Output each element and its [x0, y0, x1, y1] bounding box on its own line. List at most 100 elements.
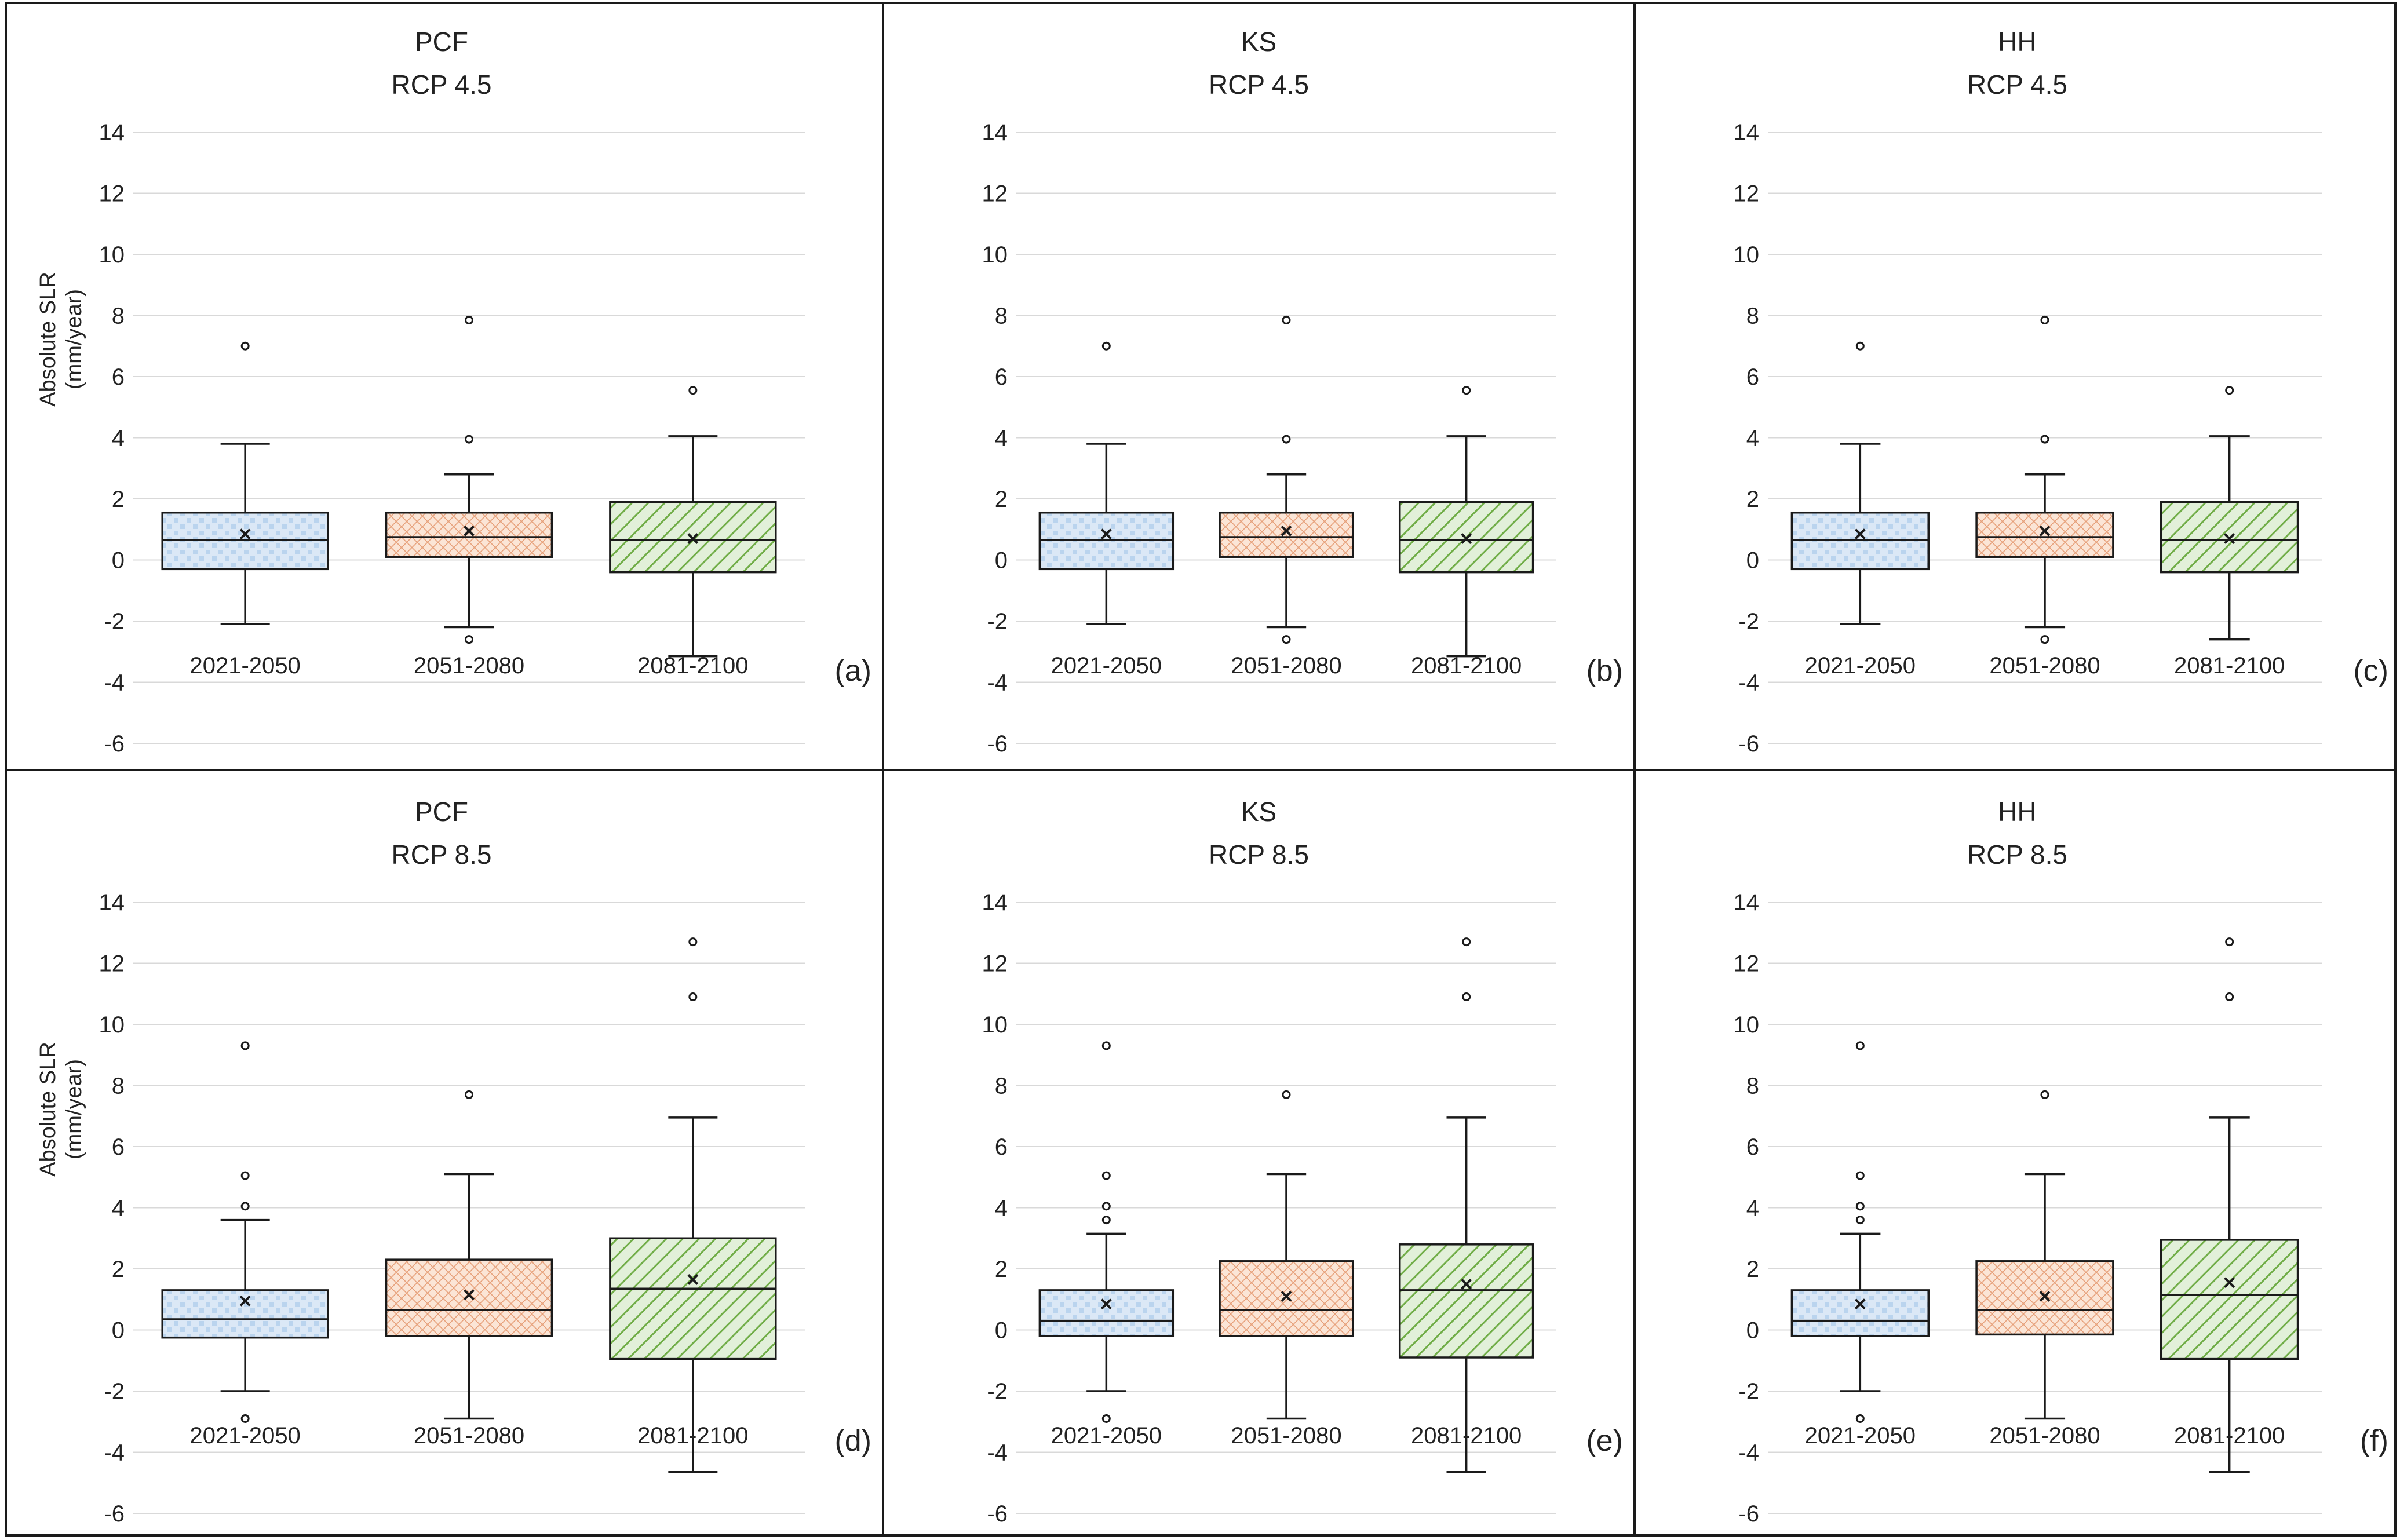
outlier-point [2040, 1090, 2049, 1099]
outlier-point [2225, 386, 2234, 395]
y-tick-label: 8 [112, 1074, 125, 1099]
y-tick-label: 12 [99, 181, 125, 207]
y-tick-label: 4 [995, 1196, 1008, 1221]
y-tick-label: -6 [987, 1501, 1008, 1527]
y-tick-label: 0 [995, 1318, 1008, 1344]
category-label: 2021-2050 [1805, 653, 1916, 678]
outlier-point [240, 1041, 250, 1050]
iqr-box [1219, 511, 1354, 558]
y-tick-label: -6 [987, 731, 1008, 757]
y-tick-label: 12 [99, 951, 125, 977]
panel-b: KS RCP 4.5 -6 -4 -2 0 2 4 6 8 10 12 14 2021-2050 2051-… [982, 27, 1624, 757]
y-tick-label: 12 [1734, 181, 1760, 207]
y-tick-label: 6 [112, 1134, 125, 1160]
y-tick-label: -2 [987, 609, 1008, 634]
mean-marker [2224, 533, 2235, 544]
category-label: 2051-2080 [1231, 1423, 1341, 1448]
y-tick-label: 6 [1746, 364, 1759, 390]
panel-letter: (f) [2360, 1424, 2388, 1458]
iqr-box [1790, 1289, 1930, 1337]
outlier-point [1101, 1216, 1111, 1225]
panel-title-model: PCF [415, 797, 468, 827]
panel-title-scenario: RCP 8.5 [391, 840, 491, 870]
y-tick-label: -6 [104, 731, 125, 757]
y-tick-label: -4 [104, 1440, 125, 1466]
y-tick-label: 14 [99, 120, 125, 145]
iqr-box [1398, 1243, 1534, 1359]
mean-marker [1854, 528, 1866, 540]
panel-letter: (a) [834, 654, 871, 688]
box-2021-2050: 2021-2050 [1790, 341, 1930, 678]
y-tick-label: 2 [995, 1257, 1008, 1282]
panel-title-model: HH [1998, 797, 2036, 827]
y-axis-label-line2: (mm/year) [62, 1059, 86, 1159]
box-2081-2100: 2081-2100 [609, 386, 777, 678]
mean-marker [1854, 1298, 1866, 1310]
outlier-point [1101, 1414, 1111, 1423]
mean-marker [464, 525, 475, 537]
iqr-box [609, 1237, 777, 1360]
outlier-point [1462, 386, 1471, 395]
y-tick-label: 14 [1734, 120, 1760, 145]
outlier-point [465, 435, 473, 444]
y-tick-label: 12 [982, 951, 1008, 977]
outlier-point [688, 386, 698, 395]
y-tick-label: 2 [112, 487, 125, 512]
figure-frame [5, 2, 2397, 1537]
outlier-point [240, 1414, 250, 1423]
category-label: 2021-2050 [1805, 1423, 1916, 1448]
mean-marker [2039, 1291, 2051, 1302]
category-label: 2021-2050 [1051, 653, 1162, 678]
mean-marker [687, 1274, 699, 1285]
outlier-point [1101, 1041, 1111, 1050]
box-2081-2100: 2081-2100 [2160, 937, 2299, 1473]
panel-a: PCF RCP 4.5 Absolute SLR (mm/year) -6 -4 -2 0 2 4… [36, 27, 871, 757]
y-tick-label: 8 [995, 304, 1008, 329]
outlier-point [1282, 1090, 1291, 1099]
outlier-point [1282, 635, 1291, 644]
box-2081-2100: 2081-2100 [1398, 937, 1534, 1473]
outlier-point [1282, 315, 1291, 324]
outlier-point [465, 1090, 473, 1099]
category-label: 2021-2050 [1051, 1423, 1162, 1448]
iqr-box [385, 511, 553, 558]
y-tick-label: 2 [112, 1257, 125, 1282]
y-tick-label: -2 [104, 1379, 125, 1404]
y-axis-label-line2: (mm/year) [62, 289, 86, 389]
mean-marker [239, 1295, 251, 1307]
outlier-point [2225, 992, 2234, 1002]
y-tick-label: 8 [1746, 1074, 1759, 1099]
y-tick-label: 8 [995, 1074, 1008, 1099]
outlier-point [1101, 341, 1111, 351]
y-tick-label: -4 [987, 1440, 1008, 1466]
panel-letter: (d) [834, 1424, 871, 1458]
y-tick-label: 8 [1746, 304, 1759, 329]
outlier-point [1101, 1202, 1111, 1211]
y-tick-label: -6 [1738, 731, 1759, 757]
category-label: 2021-2050 [190, 1423, 301, 1448]
outlier-point [1462, 992, 1471, 1002]
y-tick-label: -6 [1738, 1501, 1759, 1527]
box-2051-2080: 2051-2080 [385, 1090, 553, 1448]
box-2051-2080: 2051-2080 [385, 315, 553, 678]
outlier-point [240, 341, 250, 351]
mean-marker [1281, 525, 1292, 537]
y-tick-label: 4 [995, 426, 1008, 451]
panel-title-model: KS [1241, 797, 1276, 827]
outlier-point [2040, 315, 2049, 324]
y-axis-label-line1: Absolute SLR [36, 1042, 60, 1176]
mean-marker [687, 533, 699, 544]
box-2081-2100: 2081-2100 [609, 937, 777, 1473]
box-2051-2080: 2051-2080 [1975, 1090, 2114, 1448]
panel-title-model: HH [1998, 27, 2036, 57]
outlier-point [2225, 937, 2234, 947]
iqr-box [2160, 1239, 2299, 1360]
y-tick-label: 4 [112, 1196, 125, 1221]
iqr-box [385, 1258, 553, 1337]
y-tick-label: 6 [112, 364, 125, 390]
category-label: 2081-2100 [2174, 653, 2285, 678]
outlier-point [1282, 435, 1291, 444]
box-2021-2050: 2021-2050 [1038, 1041, 1175, 1448]
outlier-point [1101, 1171, 1111, 1180]
